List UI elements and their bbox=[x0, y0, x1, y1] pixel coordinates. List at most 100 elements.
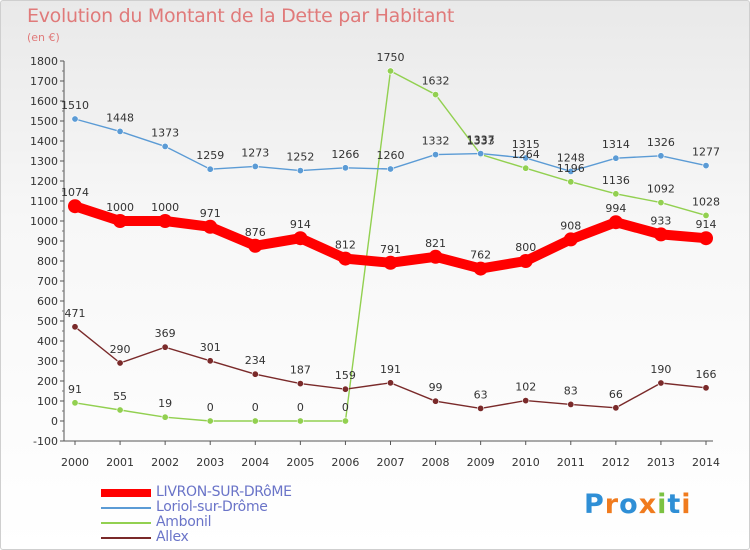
data-label: 1196 bbox=[557, 162, 585, 175]
legend-label-ambonil: Ambonil bbox=[156, 514, 212, 530]
data-point bbox=[116, 406, 124, 414]
data-point bbox=[702, 384, 710, 392]
data-point bbox=[522, 397, 530, 405]
data-label: 1510 bbox=[61, 99, 89, 112]
data-label: 83 bbox=[564, 384, 578, 397]
x-tick-label: 2003 bbox=[196, 456, 224, 469]
y-tick-label: 800 bbox=[37, 255, 58, 268]
data-label: 1750 bbox=[377, 51, 405, 64]
data-label: 914 bbox=[290, 218, 311, 231]
y-tick-label: 1800 bbox=[30, 55, 58, 68]
data-point bbox=[657, 379, 665, 387]
data-point bbox=[432, 151, 440, 159]
y-tick-label: 500 bbox=[37, 315, 58, 328]
legend-label-loriol: Loriol-sur-Drôme bbox=[156, 499, 268, 515]
data-label: 0 bbox=[207, 401, 214, 414]
series-0 bbox=[68, 199, 713, 276]
data-point-livron bbox=[383, 255, 398, 270]
data-point-livron bbox=[653, 227, 668, 242]
data-point-livron bbox=[699, 231, 713, 246]
legend-swatch-ambonil bbox=[101, 522, 151, 524]
data-label: 812 bbox=[335, 239, 356, 252]
y-tick-label: 300 bbox=[37, 355, 58, 368]
x-tick-label: 2014 bbox=[692, 456, 720, 469]
data-point bbox=[386, 67, 394, 75]
y-tick-label: -100 bbox=[33, 435, 58, 448]
data-point bbox=[296, 167, 304, 175]
data-label: 762 bbox=[470, 249, 491, 262]
data-label: 821 bbox=[425, 237, 446, 250]
y-tick-label: 900 bbox=[37, 235, 58, 248]
series-1 bbox=[71, 115, 710, 175]
data-point-livron bbox=[113, 214, 128, 228]
data-label: 1252 bbox=[286, 151, 314, 164]
data-point bbox=[612, 154, 620, 162]
data-point bbox=[206, 357, 214, 365]
data-point bbox=[567, 178, 575, 186]
series-2 bbox=[71, 67, 710, 425]
x-tick-label: 2005 bbox=[286, 456, 314, 469]
y-tick-label: 600 bbox=[37, 295, 58, 308]
data-point-livron bbox=[338, 251, 353, 266]
data-point-livron bbox=[563, 232, 578, 247]
data-label: 159 bbox=[335, 369, 356, 382]
data-label: 1315 bbox=[512, 138, 540, 151]
series-layer bbox=[68, 67, 713, 425]
data-point bbox=[386, 165, 394, 173]
data-label: 91 bbox=[68, 383, 82, 396]
x-tick-label: 2012 bbox=[602, 456, 630, 469]
data-point bbox=[206, 417, 214, 425]
data-point bbox=[116, 127, 124, 135]
data-point-livron bbox=[608, 215, 623, 230]
data-label: 1259 bbox=[196, 149, 224, 162]
data-label: 994 bbox=[605, 202, 626, 215]
legend-label-livron: LIVRON-SUR-DRôME bbox=[156, 484, 292, 500]
data-label: 187 bbox=[290, 364, 311, 377]
data-label: 1632 bbox=[422, 75, 450, 88]
legend-swatch-livron bbox=[101, 489, 151, 497]
y-tick-label: 1400 bbox=[30, 135, 58, 148]
data-label: 1273 bbox=[241, 146, 269, 159]
y-tick-label: 700 bbox=[37, 275, 58, 288]
data-point-livron bbox=[428, 249, 443, 264]
data-point bbox=[612, 404, 620, 412]
legend-swatch-loriol bbox=[101, 507, 151, 509]
data-label: 369 bbox=[155, 327, 176, 340]
y-tick-label: 0 bbox=[51, 415, 58, 428]
data-point bbox=[296, 380, 304, 388]
logo-letter: o bbox=[619, 489, 639, 520]
data-point bbox=[161, 142, 169, 150]
data-point bbox=[702, 211, 710, 219]
y-tick-label: 1200 bbox=[30, 175, 58, 188]
data-label: 1277 bbox=[692, 146, 720, 159]
data-point bbox=[432, 91, 440, 99]
data-point-livron bbox=[248, 238, 263, 253]
data-point bbox=[657, 152, 665, 160]
logo-letter: r bbox=[604, 489, 620, 520]
data-point-livron bbox=[203, 219, 218, 234]
x-tick-label: 2002 bbox=[151, 456, 179, 469]
data-point bbox=[71, 115, 79, 123]
data-label: 1337 bbox=[467, 134, 495, 147]
proxiti-logo: Proxiti bbox=[584, 489, 692, 520]
legend-item-livron: LIVRON-SUR-DRôME bbox=[101, 484, 361, 500]
chart-title: Evolution du Montant de la Dette par Hab… bbox=[27, 5, 455, 27]
data-point bbox=[657, 199, 665, 207]
unit-label: (en €) bbox=[27, 31, 60, 44]
y-tick-label: 1300 bbox=[30, 155, 58, 168]
x-tick-label: 2006 bbox=[331, 456, 359, 469]
data-label: 1332 bbox=[422, 135, 450, 148]
data-label: 1326 bbox=[647, 136, 675, 149]
data-point bbox=[432, 397, 440, 405]
x-tick-label: 2001 bbox=[106, 456, 134, 469]
x-tick-label: 2013 bbox=[647, 456, 675, 469]
data-label: 234 bbox=[245, 354, 266, 367]
data-point bbox=[341, 385, 349, 393]
data-point-livron bbox=[293, 231, 308, 246]
data-label: 1028 bbox=[692, 195, 720, 208]
data-point bbox=[296, 417, 304, 425]
y-tick-label: 1500 bbox=[30, 115, 58, 128]
y-tick-label: 1700 bbox=[30, 75, 58, 88]
x-tick-label: 2004 bbox=[241, 456, 269, 469]
